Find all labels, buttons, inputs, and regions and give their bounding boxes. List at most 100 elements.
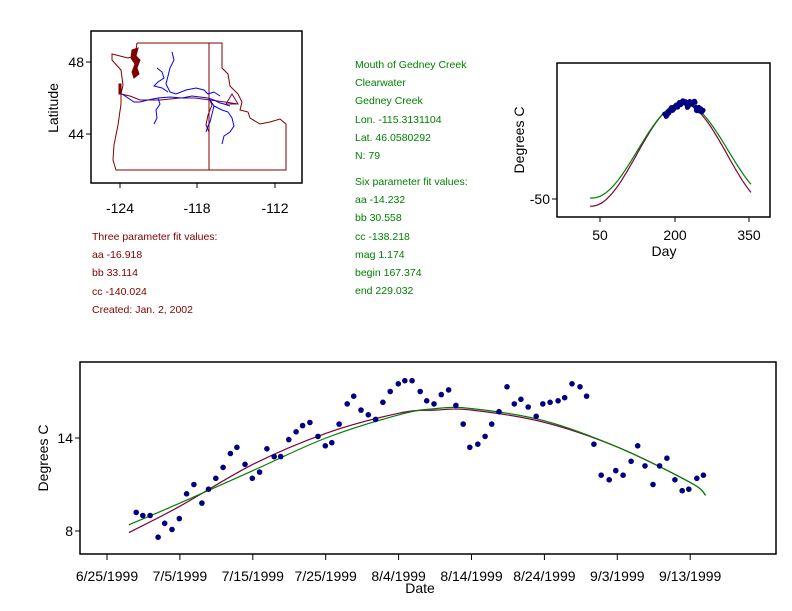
data-point [525,404,531,410]
data-point [694,475,700,482]
data-point [606,477,612,483]
data-point [234,444,240,451]
annual-ylabel: Degrees C [511,107,527,174]
site-info: Mouth of Gedney Creek Clearwater Gedney … [355,56,466,165]
data-point [620,472,626,479]
data-point [561,394,568,401]
three-param-aa: aa -16.918 [92,249,143,262]
timeseries-panel: 6/25/1999 7/5/1999 7/15/1999 7/25/1999 8/4/1… [35,361,777,596]
annual-data-point [692,100,698,105]
map-panel: -124 -118 -112 48 44 Latitude [45,30,303,216]
map-ytick-label: 48 [68,54,84,70]
data-point [271,453,278,460]
data-point [453,402,459,409]
data-point [350,393,357,400]
ts-ytick-label: 8 [65,523,73,539]
x-tick-label: 8/4/1999 [371,568,426,584]
river-line [205,99,215,133]
three-param-heading: Three parameter fit values: [92,231,218,243]
data-point [220,464,226,471]
data-point [344,401,351,407]
data-point [598,472,604,479]
map-frame [90,30,303,184]
data-point [518,396,524,403]
data-point [322,443,329,449]
longitude: Lon. -115.3131104 [355,113,442,126]
data-point [213,475,219,482]
data-point [679,487,685,494]
map-x-ticks [86,61,276,188]
annual-xtick-label: 50 [592,227,608,243]
annual-points [662,98,706,119]
site-triangle-icon [225,93,239,105]
map-xtick-label: -112 [262,200,289,216]
data-point [402,377,408,384]
six-param-begin: begin 167.374 [355,266,422,279]
river-line [153,67,169,93]
data-point [336,421,342,427]
six-param-mag: mag 1.174 [355,248,405,261]
ts-xlabel: Date [405,580,435,596]
data-point [176,515,183,522]
data-point [547,399,553,406]
data-point [475,441,481,448]
timeseries-x-labels: 6/25/1999 7/5/1999 7/15/1999 7/25/1999 8/4/1… [76,568,722,584]
data-point [613,467,619,474]
six-param-bb: bb 30.558 [355,212,402,225]
data-point [140,512,146,519]
data-point [169,526,175,533]
data-point [504,384,510,390]
three-param-values: Three parameter fit values: aa -16.918 b… [92,228,217,319]
data-point [372,416,379,423]
annual-ticks [552,198,750,222]
data-point [628,458,634,465]
six-param-fit-line [128,406,707,526]
river-line [153,97,161,125]
data-point [249,475,256,482]
x-tick-label: 7/5/1999 [153,568,208,584]
data-point [656,463,663,469]
data-point [431,401,437,407]
coast-shape [118,83,122,95]
data-point [467,444,473,451]
data-point [583,393,590,400]
data-point [488,421,495,427]
map-ytick-label: 44 [68,126,84,142]
data-point [569,381,575,387]
latitude: Lat. 46.0580292 [355,131,431,144]
ts-ytick-label: 14 [57,430,73,446]
data-point [161,520,168,527]
timeseries-frame [79,361,777,555]
river-line [213,105,235,145]
data-point [555,398,561,404]
data-point [511,401,518,407]
data-point [423,398,430,404]
site-name: Mouth of Gedney Creek [355,59,467,71]
three-param-bb: bb 33.114 [92,267,138,280]
data-point [293,429,299,435]
data-point [205,486,212,493]
data-point [591,441,597,448]
data-point [387,388,394,395]
data-point [634,443,641,449]
data-point [664,455,670,462]
data-point [445,387,452,393]
data-point [460,421,467,427]
timeseries-points [133,377,707,540]
timeseries-y-ticks [75,437,80,532]
data-point [183,491,190,497]
stream-name: Gedney Creek [355,95,423,108]
x-tick-label: 6/25/1999 [76,568,138,584]
state-border-line [111,42,287,171]
annual-data-point [700,107,706,113]
x-tick-label: 9/3/1999 [590,568,645,584]
data-point [672,477,678,483]
x-tick-label: 8/14/1999 [440,568,502,584]
puget-sound-shape [130,47,141,79]
x-tick-label: 7/15/1999 [222,568,284,584]
six-param-cc: cc -138.218 [355,230,410,243]
data-point [307,419,313,426]
six-param-heading: Six parameter fit values: [355,176,468,188]
data-point [650,481,656,488]
